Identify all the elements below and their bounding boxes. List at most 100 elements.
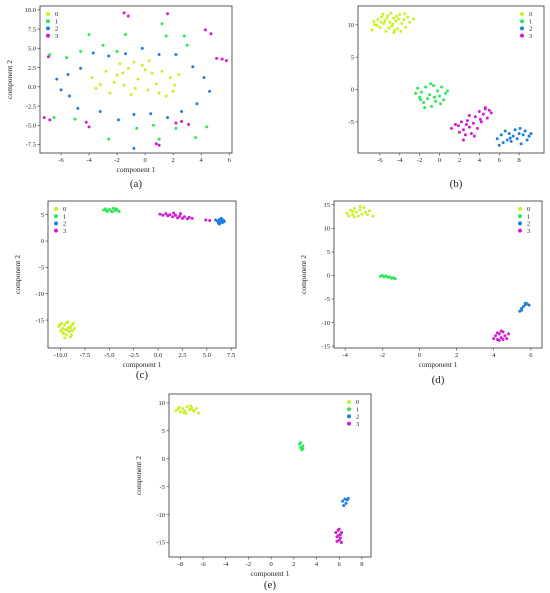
data-point — [336, 534, 340, 538]
data-point — [503, 129, 507, 133]
data-point — [180, 119, 184, 123]
data-point — [426, 97, 430, 101]
data-point — [341, 499, 345, 503]
data-point — [161, 213, 165, 217]
data-point — [157, 91, 161, 95]
data-point — [384, 29, 388, 33]
x-tick-label: 2 — [455, 352, 458, 359]
data-point — [479, 120, 483, 124]
data-point — [461, 128, 465, 132]
series-3 — [334, 527, 343, 544]
data-point — [450, 126, 453, 130]
legend-label: 1 — [529, 18, 532, 25]
data-point — [481, 112, 485, 116]
y-tick-label: 0 — [327, 273, 330, 280]
data-point — [337, 527, 341, 531]
data-point — [187, 408, 191, 412]
data-point — [72, 327, 76, 331]
data-point — [478, 117, 482, 121]
data-point — [110, 210, 114, 214]
data-point — [337, 538, 341, 542]
x-tick-label: 5.0 — [203, 352, 211, 359]
data-point — [184, 412, 188, 416]
data-point — [135, 126, 139, 130]
data-point — [208, 89, 212, 93]
data-point — [365, 213, 369, 217]
y-tick-label: 0.0 — [28, 84, 36, 91]
data-point — [122, 83, 126, 87]
data-point — [65, 56, 69, 60]
data-point — [129, 93, 133, 97]
data-point — [485, 116, 489, 120]
data-point — [344, 501, 348, 505]
data-point — [518, 309, 522, 313]
x-tick-label: 0 — [418, 352, 421, 359]
y-tick-label: 5.0 — [28, 46, 36, 53]
data-point — [394, 19, 398, 23]
data-point — [388, 20, 392, 24]
data-point — [489, 111, 493, 115]
data-point — [507, 332, 511, 336]
data-point — [343, 497, 347, 501]
data-point — [416, 86, 420, 90]
plot-frame — [357, 5, 545, 154]
series-2 — [518, 301, 531, 313]
data-point — [527, 134, 531, 138]
y-tick-label: 0 — [162, 456, 165, 463]
data-point — [367, 209, 371, 213]
data-point — [420, 90, 424, 94]
data-point — [518, 126, 522, 130]
data-point — [189, 404, 193, 408]
data-point — [429, 82, 433, 86]
data-point — [190, 406, 194, 410]
legend-marker — [518, 221, 522, 226]
x-tick-label: -6 — [200, 561, 206, 568]
data-point — [150, 71, 154, 75]
data-point — [469, 132, 473, 136]
data-point — [98, 83, 102, 86]
data-point — [499, 336, 503, 340]
data-point — [104, 208, 108, 212]
data-point — [517, 132, 521, 136]
data-point — [497, 143, 501, 147]
data-point — [527, 303, 531, 307]
data-point — [66, 73, 70, 76]
legend-label: 3 — [63, 228, 66, 235]
data-point — [475, 126, 479, 130]
data-point — [123, 52, 127, 56]
legend-marker — [518, 207, 522, 211]
data-point — [132, 60, 136, 64]
x-tick-label: 4 — [315, 561, 319, 568]
data-point — [408, 20, 412, 24]
data-point — [208, 218, 212, 222]
data-point — [172, 211, 176, 215]
data-point — [171, 89, 175, 93]
data-point — [380, 15, 384, 19]
data-point — [61, 327, 65, 331]
legend-label: 2 — [55, 26, 58, 33]
x-tick-label: -2.5 — [129, 352, 139, 359]
plot-frame — [47, 200, 237, 349]
x-tick-label: -10.0 — [54, 352, 68, 359]
data-point — [174, 126, 178, 130]
data-point — [444, 91, 448, 95]
x-axis-label: component 1 — [123, 360, 162, 369]
data-point — [157, 52, 161, 56]
data-point — [358, 205, 362, 209]
data-point — [70, 329, 74, 333]
x-tick-label: -6 — [58, 157, 64, 164]
legend-marker — [46, 12, 50, 16]
data-point — [112, 80, 116, 84]
data-point — [402, 18, 406, 22]
y-axis-label: component 2 — [13, 255, 22, 294]
data-point — [354, 210, 358, 214]
series-3 — [450, 106, 493, 142]
data-point — [143, 68, 147, 72]
panel-caption: (d) — [432, 374, 445, 386]
data-point — [219, 216, 223, 220]
data-point — [487, 108, 491, 112]
legend-label: 2 — [356, 414, 359, 421]
x-tick-label: 2.5 — [178, 352, 186, 359]
data-point — [434, 99, 438, 103]
series-3 — [158, 211, 212, 222]
